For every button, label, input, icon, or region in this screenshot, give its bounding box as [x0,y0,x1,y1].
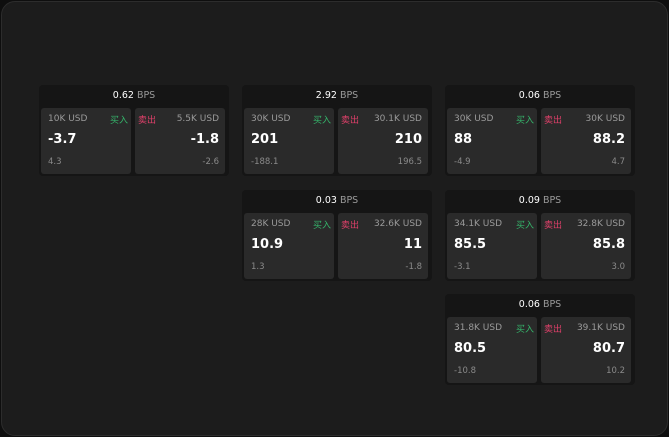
ask-price: -1.8 [190,132,219,147]
spread-value: 0.06 [518,90,540,101]
quote-widget: 2.92 BPS 30K USD 买入 201 -188.1 卖出 30.1K U… [242,85,432,176]
sell-label: 卖出 [544,221,563,231]
spread-unit: BPS [339,195,359,206]
ask-size: 39.1K USD [576,323,625,333]
buy-label: 买入 [312,221,331,231]
quote-widget: 0.03 BPS 28K USD 买入 10.9 1.3 卖出 32.6K USD… [242,190,432,281]
buy-label: 买入 [515,325,534,335]
ask-change: 10.2 [606,366,625,376]
ask-change: 3.0 [611,262,625,272]
bid-change: -4.9 [454,157,471,167]
ask-price: 11 [403,237,422,252]
buy-button[interactable]: 10K USD 买入 -3.7 4.3 [41,108,131,174]
ask-price: 210 [394,132,422,147]
sell-label: 卖出 [341,116,360,126]
spread-unit: BPS [339,90,359,101]
sell-button[interactable]: 卖出 32.8K USD 85.8 3.0 [541,213,631,279]
bid-size: 30K USD [251,114,291,124]
bid-change: 1.3 [251,262,265,272]
spread-header: 2.92 BPS [242,85,432,107]
bid-price: 88 [454,132,473,147]
buy-button[interactable]: 28K USD 买入 10.9 1.3 [244,213,334,279]
ask-size: 30K USD [585,114,625,124]
ask-price: 85.8 [592,237,625,252]
bid-size: 34.1K USD [454,219,503,229]
sell-label: 卖出 [341,221,360,231]
ask-change: 196.5 [397,157,422,167]
ask-price: 88.2 [592,132,625,147]
sell-button[interactable]: 卖出 30.1K USD 210 196.5 [338,108,428,174]
sell-button[interactable]: 卖出 39.1K USD 80.7 10.2 [541,317,631,383]
bid-size: 30K USD [454,114,494,124]
bid-size: 28K USD [251,219,291,229]
bid-price: -3.7 [48,132,77,147]
bid-price: 201 [251,132,279,147]
buy-label: 买入 [515,221,534,231]
spread-value: 0.09 [518,195,540,206]
bid-change: 4.3 [48,157,62,167]
sell-button[interactable]: 卖出 32.6K USD 11 -1.8 [338,213,428,279]
quote-widget: 0.06 BPS 31.8K USD 买入 80.5 -10.8 卖出 39.1K… [445,294,635,385]
spread-value: 0.62 [112,90,134,101]
spread-unit: BPS [542,299,562,310]
ask-size: 5.5K USD [176,114,219,124]
ask-change: 4.7 [611,157,625,167]
bid-size: 10K USD [48,114,88,124]
buy-button[interactable]: 30K USD 买入 201 -188.1 [244,108,334,174]
buy-button[interactable]: 31.8K USD 买入 80.5 -10.8 [447,317,537,383]
spread-unit: BPS [542,90,562,101]
sell-button[interactable]: 卖出 5.5K USD -1.8 -2.6 [135,108,225,174]
buy-button[interactable]: 30K USD 买入 88 -4.9 [447,108,537,174]
buy-label: 买入 [109,116,128,126]
spread-header: 0.06 BPS [445,85,635,107]
spread-header: 0.03 BPS [242,190,432,212]
spread-value: 0.03 [315,195,337,206]
buy-label: 买入 [312,116,331,126]
sell-label: 卖出 [138,116,157,126]
ask-size: 32.8K USD [576,219,625,229]
bid-change: -10.8 [454,366,476,376]
quote-widget: 0.09 BPS 34.1K USD 买入 85.5 -3.1 卖出 32.8K … [445,190,635,281]
ask-size: 30.1K USD [373,114,422,124]
bid-price: 10.9 [251,237,284,252]
buy-button[interactable]: 34.1K USD 买入 85.5 -3.1 [447,213,537,279]
spread-header: 0.09 BPS [445,190,635,212]
spread-value: 2.92 [315,90,337,101]
quote-widget: 0.62 BPS 10K USD 买入 -3.7 4.3 卖出 5.5K USD … [39,85,229,176]
spread-header: 0.62 BPS [39,85,229,107]
sell-label: 卖出 [544,325,563,335]
ask-price: 80.7 [592,341,625,356]
spread-header: 0.06 BPS [445,294,635,316]
ask-change: -2.6 [202,157,219,167]
bid-size: 31.8K USD [454,323,503,333]
bid-change: -3.1 [454,262,471,272]
bid-price: 80.5 [454,341,487,356]
spread-unit: BPS [136,90,156,101]
ask-change: -1.8 [405,262,422,272]
quote-widget: 0.06 BPS 30K USD 买入 88 -4.9 卖出 30K USD 88… [445,85,635,176]
spread-unit: BPS [542,195,562,206]
spread-value: 0.06 [518,299,540,310]
bid-price: 85.5 [454,237,487,252]
bid-change: -188.1 [251,157,279,167]
sell-button[interactable]: 卖出 30K USD 88.2 4.7 [541,108,631,174]
ask-size: 32.6K USD [373,219,422,229]
sell-label: 卖出 [544,116,563,126]
buy-label: 买入 [515,116,534,126]
